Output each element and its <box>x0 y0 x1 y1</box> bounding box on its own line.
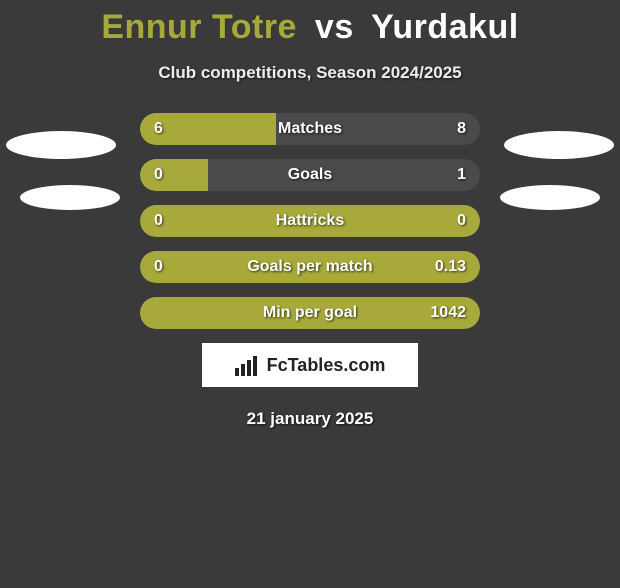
player2-club-badge <box>504 131 614 159</box>
stat-right-value: 0 <box>457 212 466 230</box>
stat-row: 6Matches8 <box>140 113 480 145</box>
stat-label: Goals per match <box>140 258 480 276</box>
player2-country-badge <box>500 185 600 210</box>
player2-name: Yurdakul <box>371 8 519 46</box>
subtitle: Club competitions, Season 2024/2025 <box>0 63 620 83</box>
comparison-title: Ennur Totre vs Yurdakul <box>0 8 620 47</box>
stat-row: Min per goal1042 <box>140 297 480 329</box>
stat-right-value: 0.13 <box>435 258 466 276</box>
logo-text: FcTables.com <box>267 355 386 376</box>
stat-label: Min per goal <box>140 304 480 322</box>
stat-label: Matches <box>140 120 480 138</box>
stat-row: 0Hattricks0 <box>140 205 480 237</box>
stat-row: 0Goals per match0.13 <box>140 251 480 283</box>
stat-label: Hattricks <box>140 212 480 230</box>
stat-row: 0Goals1 <box>140 159 480 191</box>
date-label: 21 january 2025 <box>0 409 620 429</box>
logo-barchart-icon <box>235 354 261 376</box>
stat-right-value: 1042 <box>430 304 466 322</box>
stat-right-value: 8 <box>457 120 466 138</box>
stat-label: Goals <box>140 166 480 184</box>
stats-container: 6Matches80Goals10Hattricks00Goals per ma… <box>140 113 480 329</box>
vs-label: vs <box>315 8 354 46</box>
player1-country-badge <box>20 185 120 210</box>
player1-club-badge <box>6 131 116 159</box>
stat-right-value: 1 <box>457 166 466 184</box>
player1-name: Ennur Totre <box>101 8 297 46</box>
fctables-logo: FcTables.com <box>202 343 418 387</box>
